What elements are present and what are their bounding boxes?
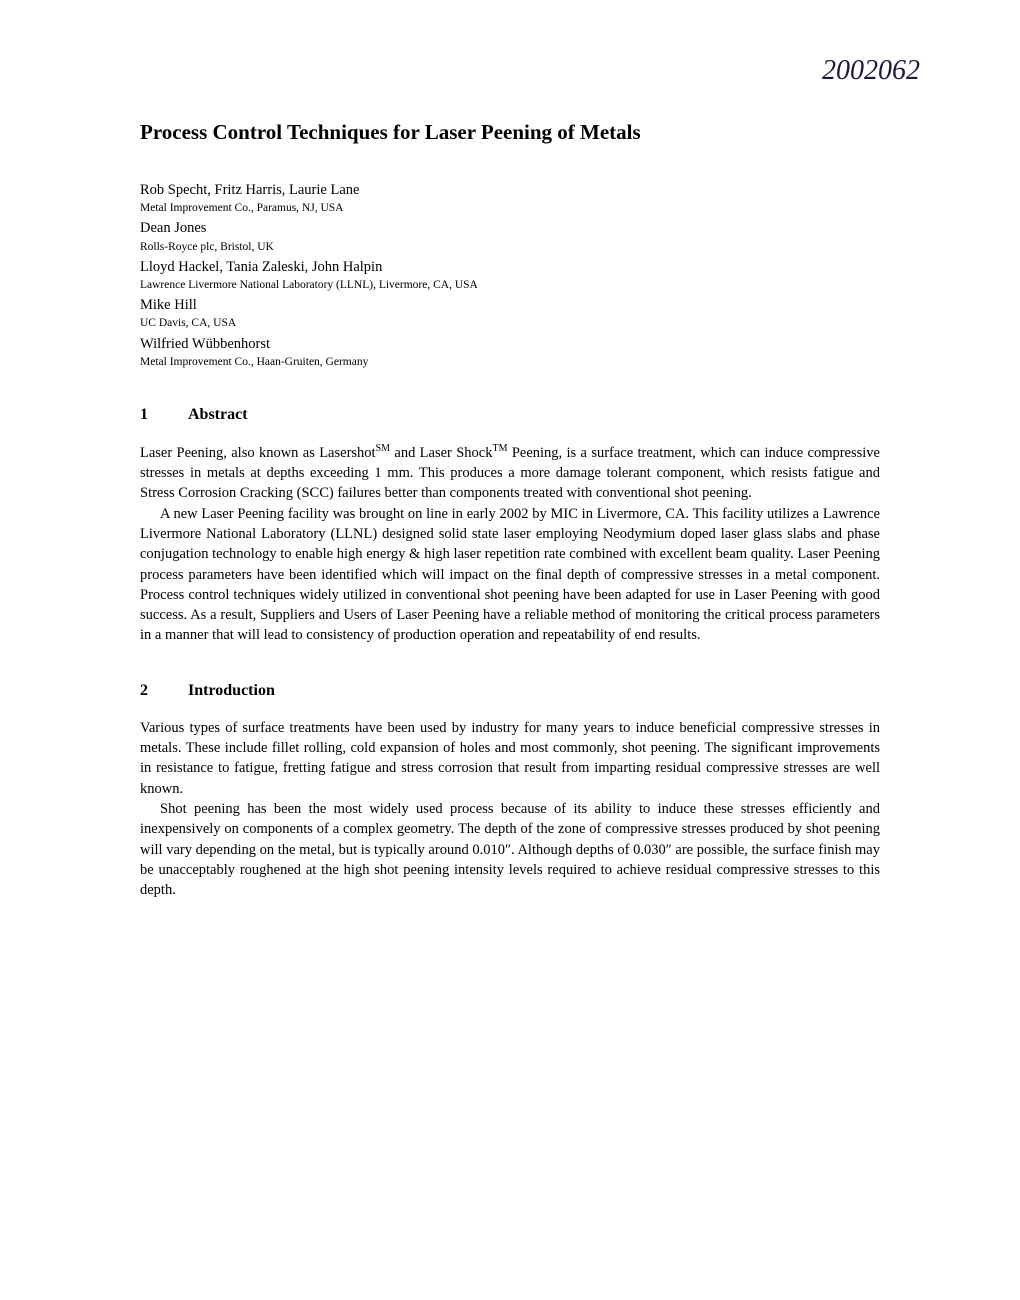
author-names: Mike Hill (140, 295, 880, 315)
section-heading-abstract: 1Abstract (140, 406, 880, 424)
author-names: Lloyd Hackel, Tania Zaleski, John Halpin (140, 257, 880, 277)
author-names: Wilfried Wübbenhorst (140, 334, 880, 354)
introduction-body: Various types of surface treatments have… (140, 718, 880, 901)
superscript-sm: SM (376, 443, 390, 454)
paragraph: Shot peening has been the most widely us… (140, 799, 880, 900)
section-heading-text: Introduction (188, 682, 275, 699)
author-affiliation: Metal Improvement Co., Paramus, NJ, USA (140, 200, 880, 216)
section-number: 2 (140, 682, 188, 700)
author-names: Rob Specht, Fritz Harris, Laurie Lane (140, 180, 880, 200)
paragraph: Various types of surface treatments have… (140, 718, 880, 799)
paragraph: Laser Peening, also known as LasershotSM… (140, 442, 880, 504)
page-title: Process Control Techniques for Laser Pee… (140, 120, 880, 145)
section-heading-text: Abstract (188, 406, 248, 423)
abstract-body: Laser Peening, also known as LasershotSM… (140, 442, 880, 646)
author-names: Dean Jones (140, 218, 880, 238)
author-affiliation: Rolls-Royce plc, Bristol, UK (140, 239, 880, 255)
author-affiliation: Lawrence Livermore National Laboratory (… (140, 277, 880, 293)
section-heading-introduction: 2Introduction (140, 682, 880, 700)
superscript-tm: TM (492, 443, 507, 454)
authors-block: Rob Specht, Fritz Harris, Laurie Lane Me… (140, 180, 880, 370)
handwritten-note: 2002062 (822, 55, 920, 87)
paragraph: A new Laser Peening facility was brought… (140, 504, 880, 646)
author-affiliation: UC Davis, CA, USA (140, 315, 880, 331)
author-affiliation: Metal Improvement Co., Haan-Gruiten, Ger… (140, 354, 880, 370)
section-number: 1 (140, 406, 188, 424)
